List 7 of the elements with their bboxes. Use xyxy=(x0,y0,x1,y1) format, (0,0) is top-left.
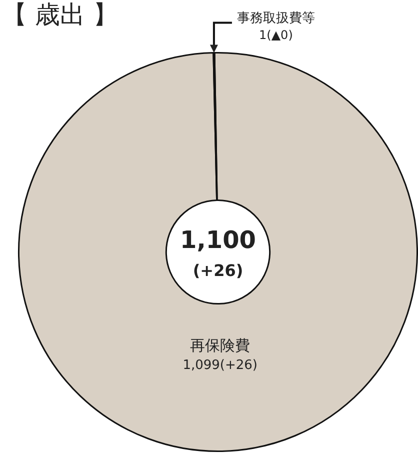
slice-label: 再保険費 xyxy=(190,336,250,354)
data-label: 1,099(+26) xyxy=(182,358,258,373)
slice-label: 事務取扱費等 xyxy=(236,11,315,26)
text: (+26) xyxy=(192,261,244,280)
chart-title: 【 歳出 】 xyxy=(2,0,118,30)
text: 1,100 xyxy=(180,226,256,254)
data-label: 1(▲0) xyxy=(259,28,293,42)
